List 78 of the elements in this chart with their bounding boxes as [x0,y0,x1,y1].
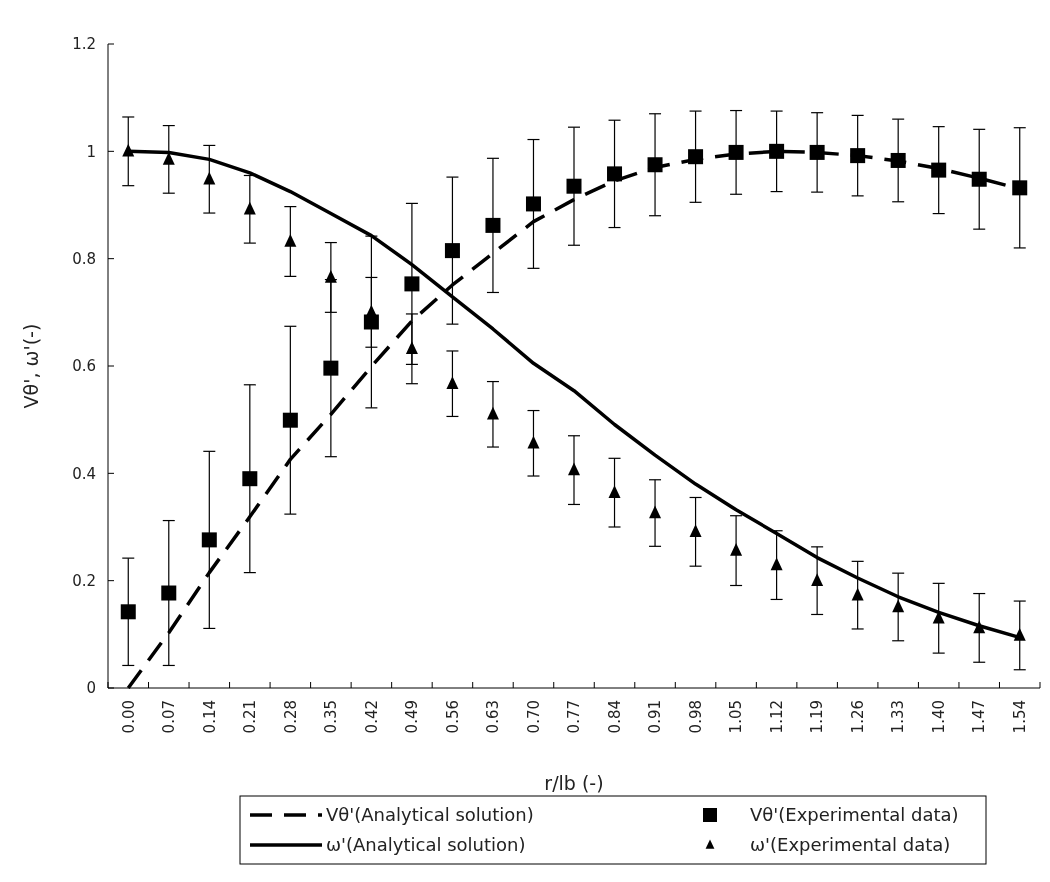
point [566,178,582,194]
x-tick-label: 0.35 [322,700,341,734]
y-tick-label: 0.2 [72,571,96,590]
x-tick-label: 0.91 [646,700,665,734]
point [568,462,580,476]
x-tick-label: 0.77 [565,700,584,734]
x-tick-label: 0.00 [119,700,138,734]
x-axis-title: r/lb (-) [544,772,604,794]
x-tick-label: 1.05 [727,700,746,734]
point [689,524,702,538]
point [120,604,136,620]
x-tick-label: 0.70 [524,700,543,734]
point [608,485,621,498]
x-tick-label: 0.63 [484,700,503,734]
point [770,557,783,571]
x-tick-label: 0.84 [605,700,624,734]
x-tick-label: 1.33 [889,700,908,734]
x-tick-label: 1.19 [808,700,827,734]
point [728,144,744,160]
point [973,620,986,634]
point [1012,180,1028,196]
point [971,171,987,187]
point [486,406,499,420]
y-tick-label: 0.4 [72,464,96,483]
point [1013,627,1026,641]
point [282,412,298,428]
point [122,143,135,157]
x-tick-label: 0.14 [200,700,219,734]
point [892,599,905,613]
point [730,543,743,556]
point [850,148,866,164]
point [404,276,420,292]
x-tick-label: 0.56 [443,700,462,734]
point [688,149,704,165]
point [607,166,623,182]
point [446,376,459,389]
x-tick-label: 0.07 [160,700,179,734]
y-tick-label: 0.8 [72,249,96,268]
x-tick-label: 1.54 [1010,700,1029,734]
point [284,233,297,247]
point [203,171,216,185]
point [811,573,824,586]
point [525,196,541,212]
y-axis-title: Vθ', ω'(-) [20,323,42,409]
point [323,360,339,376]
legend-label: ω'(Experimental data) [750,834,951,856]
point [243,201,256,215]
point [931,162,947,178]
point [485,217,501,233]
point [444,243,460,259]
point [649,505,662,519]
point [242,471,258,487]
x-tick-label: 0.98 [686,700,705,734]
legend-label: Vθ'(Experimental data) [750,804,959,826]
y-tick-label: 0 [86,679,96,698]
x-tick-label: 1.12 [767,700,786,734]
y-tick-label: 1 [86,142,96,161]
point [851,587,864,601]
legend-label: Vθ'(Analytical solution) [326,804,534,826]
point [324,269,337,283]
point [161,585,177,601]
point [527,435,540,449]
y-tick-label: 0.6 [72,357,96,376]
x-tick-label: 0.21 [241,700,260,734]
x-tick-label: 0.28 [281,700,300,734]
x-tick-label: 0.42 [362,700,381,734]
y-tick-label: 1.2 [72,35,96,54]
x-tick-label: 0.49 [403,700,422,734]
point [809,144,825,160]
point [405,341,418,355]
point [647,157,663,173]
x-tick-label: 1.47 [970,700,989,734]
legend-label: ω'(Analytical solution) [326,834,526,856]
point [890,152,906,168]
point [201,532,217,548]
x-tick-label: 1.26 [848,700,867,734]
x-tick-label: 1.40 [929,700,948,734]
point [769,143,785,159]
